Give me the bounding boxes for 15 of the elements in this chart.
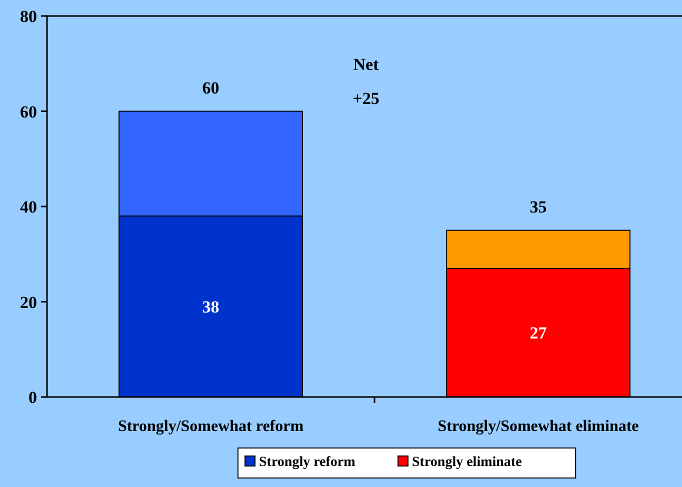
- data-label: 27: [530, 324, 548, 343]
- legend-label: Strongly eliminate: [412, 455, 522, 470]
- total-label: 35: [530, 197, 547, 216]
- legend-label: Strongly reform: [259, 455, 356, 470]
- x-tick-label: Strongly/Somewhat reform: [118, 418, 304, 435]
- data-label: 38: [202, 298, 220, 317]
- x-tick-label: Strongly/Somewhat eliminate: [438, 418, 639, 435]
- y-tick-label: 20: [20, 292, 37, 312]
- total-label: 60: [202, 78, 220, 98]
- annotation: +25: [352, 89, 380, 108]
- annotation: Net: [353, 55, 380, 74]
- y-tick-label: 0: [28, 388, 37, 407]
- y-tick-label: 80: [20, 7, 37, 26]
- y-tick-label: 60: [20, 102, 37, 122]
- y-tick-label: 40: [20, 198, 37, 216]
